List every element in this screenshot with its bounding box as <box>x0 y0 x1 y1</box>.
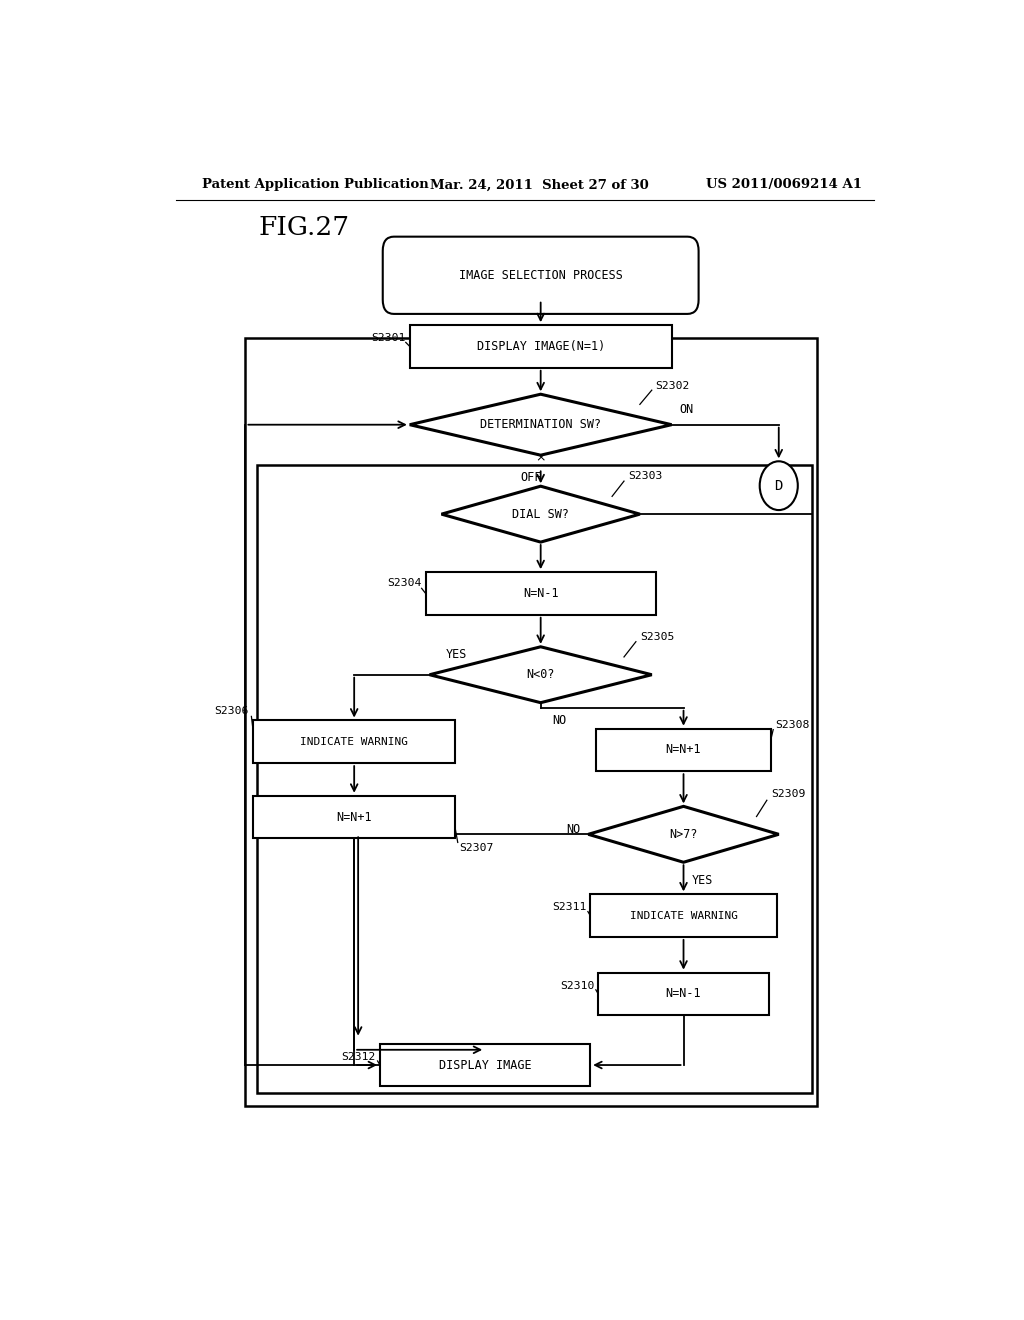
Text: S2307: S2307 <box>460 842 494 853</box>
Bar <box>253 796 456 838</box>
Text: S2304: S2304 <box>387 578 422 589</box>
Text: FIG.27: FIG.27 <box>259 215 350 240</box>
Text: YES: YES <box>445 648 467 661</box>
Text: DIAL SW?: DIAL SW? <box>512 508 569 520</box>
Text: D: D <box>774 479 783 492</box>
Bar <box>257 466 812 1093</box>
Bar <box>426 572 655 615</box>
Text: S2309: S2309 <box>771 789 805 799</box>
Bar <box>598 973 769 1015</box>
Text: N>7?: N>7? <box>670 828 697 841</box>
Polygon shape <box>441 486 640 543</box>
Polygon shape <box>430 647 652 702</box>
Bar <box>253 721 456 763</box>
Text: S2302: S2302 <box>655 381 690 391</box>
Text: S2303: S2303 <box>628 471 663 480</box>
Text: Patent Application Publication: Patent Application Publication <box>202 178 429 191</box>
Text: N=N+1: N=N+1 <box>666 743 701 756</box>
Text: INDICATE WARNING: INDICATE WARNING <box>300 737 409 747</box>
Text: N=N-1: N=N-1 <box>666 987 701 1001</box>
Bar <box>596 729 771 771</box>
Polygon shape <box>410 395 672 455</box>
Text: S2305: S2305 <box>640 631 674 642</box>
Polygon shape <box>588 807 778 862</box>
Bar <box>246 338 817 1106</box>
Text: S2312: S2312 <box>342 1052 376 1061</box>
Text: DETERMINATION SW?: DETERMINATION SW? <box>480 418 601 432</box>
Text: N=N+1: N=N+1 <box>336 810 372 824</box>
Text: DISPLAY IMAGE: DISPLAY IMAGE <box>439 1059 531 1072</box>
Text: DISPLAY IMAGE(N=1): DISPLAY IMAGE(N=1) <box>476 341 605 352</box>
Text: N<0?: N<0? <box>526 668 555 681</box>
Text: ON: ON <box>680 403 694 416</box>
Circle shape <box>760 461 798 510</box>
Text: S2306: S2306 <box>215 706 249 717</box>
Text: N=N-1: N=N-1 <box>523 587 558 599</box>
Bar <box>590 894 777 937</box>
Text: S2308: S2308 <box>775 719 809 730</box>
Text: OFF: OFF <box>521 471 542 484</box>
Text: NO: NO <box>553 714 567 727</box>
Bar <box>380 1044 590 1086</box>
Text: ×: × <box>536 451 546 465</box>
Bar <box>410 325 672 368</box>
Text: S2310: S2310 <box>560 981 594 991</box>
Text: S2301: S2301 <box>372 334 406 343</box>
Text: IMAGE SELECTION PROCESS: IMAGE SELECTION PROCESS <box>459 269 623 281</box>
Text: Mar. 24, 2011  Sheet 27 of 30: Mar. 24, 2011 Sheet 27 of 30 <box>430 178 648 191</box>
Text: NO: NO <box>566 822 581 836</box>
Text: S2311: S2311 <box>552 903 587 912</box>
Text: US 2011/0069214 A1: US 2011/0069214 A1 <box>706 178 862 191</box>
Text: INDICATE WARNING: INDICATE WARNING <box>630 911 737 920</box>
FancyBboxPatch shape <box>383 236 698 314</box>
Text: YES: YES <box>691 874 713 887</box>
